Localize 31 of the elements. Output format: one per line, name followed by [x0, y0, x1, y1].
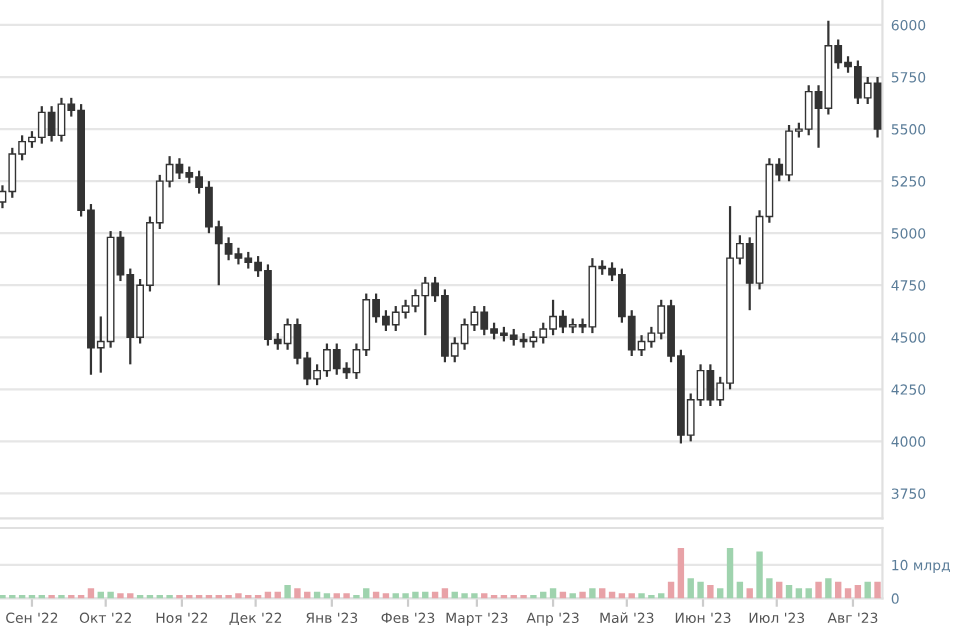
bar [736, 581, 744, 599]
bar [864, 581, 871, 599]
bar [677, 548, 685, 599]
bar [87, 588, 95, 599]
bar [323, 593, 331, 599]
bar [618, 593, 626, 599]
bar [549, 588, 557, 599]
bar [382, 593, 390, 599]
bar [569, 593, 576, 599]
bar [599, 588, 606, 599]
bar [805, 588, 812, 599]
bar [628, 593, 635, 599]
bar [746, 588, 753, 599]
bar [284, 584, 291, 599]
bar [481, 593, 488, 599]
bar [785, 584, 793, 599]
bar [835, 581, 842, 599]
bar [874, 581, 881, 599]
bar [825, 578, 832, 599]
bar [815, 581, 822, 599]
bar [579, 591, 586, 599]
bar [776, 581, 783, 599]
bar [441, 588, 449, 599]
bar [854, 584, 862, 599]
bar [707, 584, 714, 599]
bar [717, 588, 724, 599]
bar [844, 588, 852, 599]
bar [795, 588, 803, 599]
bar [726, 548, 734, 599]
bar [589, 588, 596, 599]
bar [667, 581, 675, 599]
